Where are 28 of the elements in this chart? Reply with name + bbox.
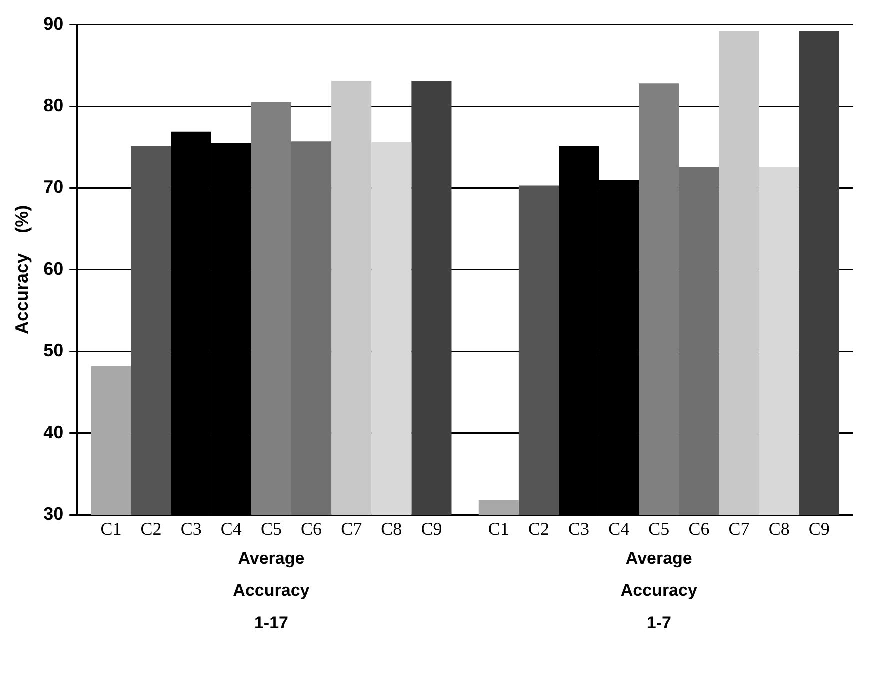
series-label: C6 — [688, 518, 710, 539]
series-label: C1 — [100, 518, 122, 539]
series-label: C8 — [381, 518, 402, 539]
series-label: C4 — [608, 518, 630, 539]
text: C5 — [648, 518, 670, 539]
y-tick-label: 40 — [44, 422, 64, 442]
y-axis-title: Accuracy (%) — [12, 205, 32, 334]
text: C3 — [180, 518, 202, 539]
text: C2 — [140, 518, 162, 539]
x-tick-label: Average Accuracy 1-17 — [233, 548, 310, 633]
text: C6 — [301, 518, 322, 539]
series-label: C5 — [260, 518, 282, 539]
x-tick-label: Average Accuracy 1-7 — [620, 548, 698, 633]
y-tick-label: 70 — [44, 177, 64, 198]
series-label: C2 — [528, 518, 550, 539]
y-tick-label: 80 — [44, 95, 64, 116]
y-tick-label: 30 — [44, 504, 64, 524]
series-label: C9 — [421, 518, 442, 539]
text: C8 — [768, 518, 790, 539]
y-tick-label: 50 — [44, 340, 64, 361]
series-label: C3 — [568, 518, 590, 539]
text: C9 — [808, 518, 830, 539]
y-tick-label: 60 — [44, 258, 64, 279]
series-label: C7 — [341, 518, 362, 539]
text: C4 — [220, 518, 242, 539]
y-tick-label: 90 — [44, 14, 64, 34]
text: C7 — [728, 518, 750, 539]
text: C1 — [488, 518, 510, 539]
